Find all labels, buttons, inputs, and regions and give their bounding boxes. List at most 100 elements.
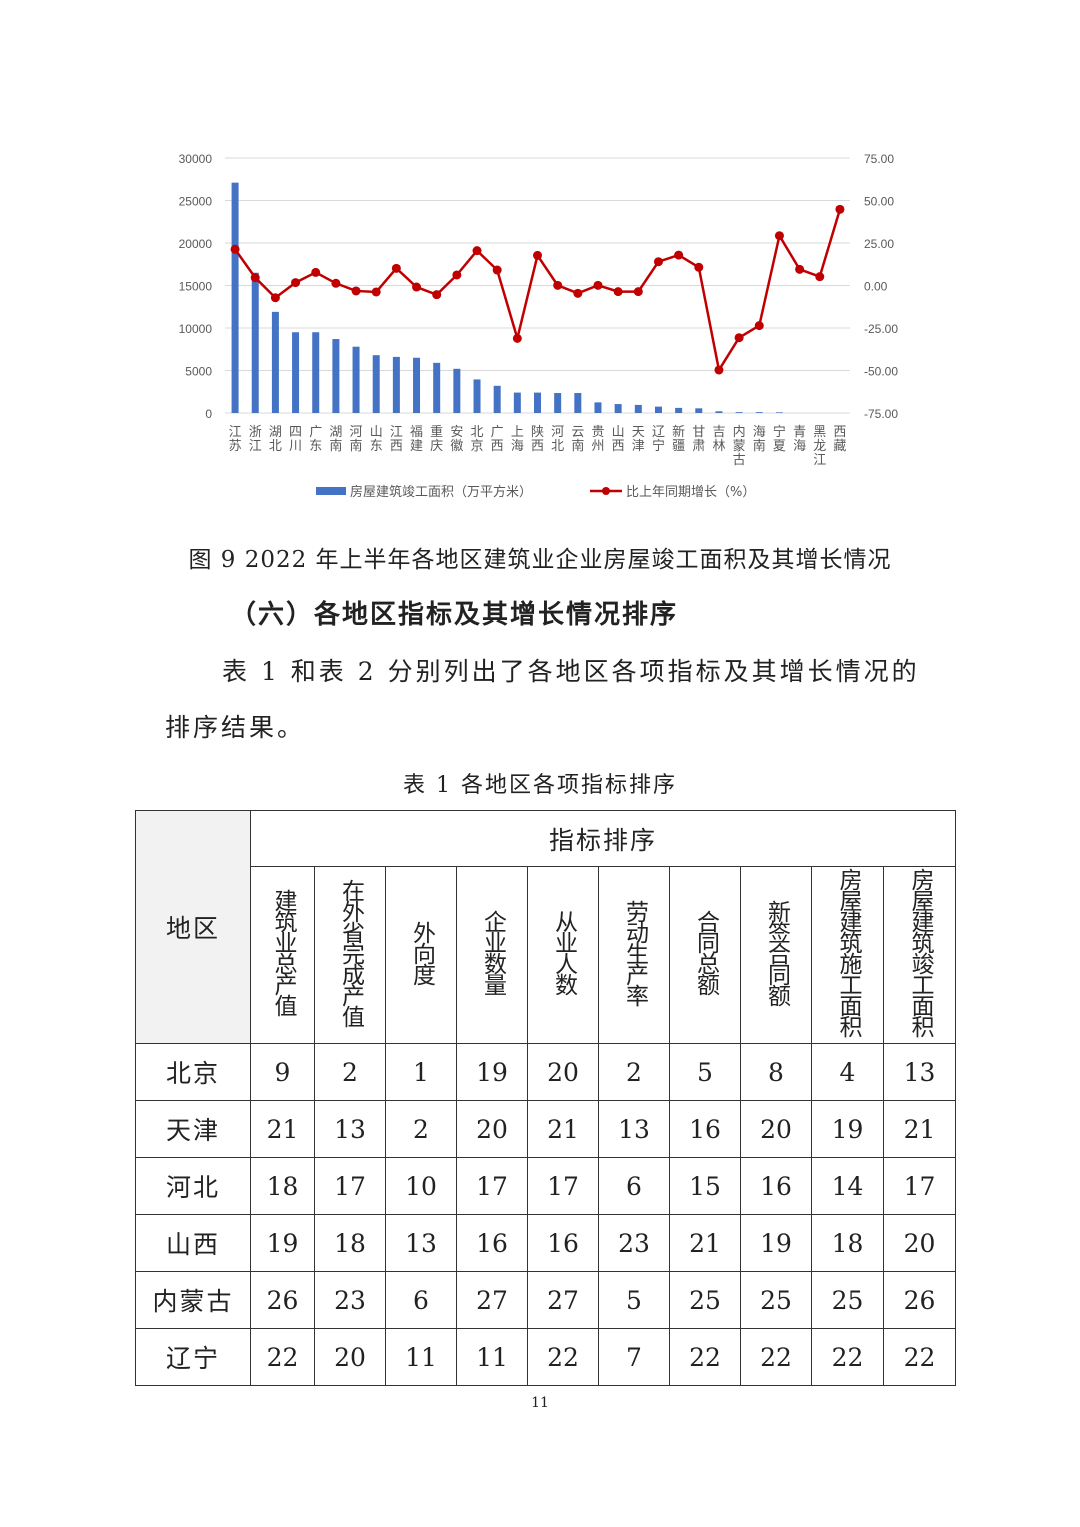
bar bbox=[413, 357, 421, 413]
category-label: 吉 bbox=[712, 425, 725, 440]
growth-point bbox=[815, 272, 825, 282]
bar bbox=[312, 332, 320, 413]
legend-line-label: 比上年同期增长（%） bbox=[626, 485, 755, 500]
category-label: 江 bbox=[813, 453, 826, 468]
category-label: 内 bbox=[733, 424, 746, 440]
category-label: 海 bbox=[753, 425, 766, 440]
category-label: 北 bbox=[269, 439, 282, 454]
rank-cell: 19 bbox=[250, 1214, 315, 1272]
growth-point bbox=[613, 287, 623, 297]
growth-point bbox=[674, 250, 684, 260]
growth-point bbox=[311, 267, 321, 277]
rank-cell: 20 bbox=[527, 1043, 599, 1101]
category-label: 肃 bbox=[692, 439, 705, 454]
category-label: 河 bbox=[350, 425, 363, 440]
rank-cell: 25 bbox=[740, 1271, 812, 1329]
legend-bar-label: 房屋建筑竣工面积（万平方米） bbox=[350, 484, 532, 500]
growth-point bbox=[371, 287, 381, 297]
category-label: 浙 bbox=[249, 425, 262, 440]
bar bbox=[513, 392, 521, 413]
rank-cell: 19 bbox=[740, 1214, 812, 1272]
column-header-label: 合同总额 bbox=[692, 910, 719, 994]
bar bbox=[534, 392, 541, 413]
region-cell: 河北 bbox=[135, 1157, 251, 1215]
rank-cell: 26 bbox=[883, 1271, 956, 1329]
paragraph-line: 排序结果。 bbox=[165, 713, 306, 742]
category-label: 辽 bbox=[652, 425, 665, 440]
category-label: 天 bbox=[632, 425, 645, 440]
rank-cell: 17 bbox=[456, 1157, 528, 1215]
right-tick-label: 50.00 bbox=[864, 195, 894, 209]
category-label: 湖 bbox=[329, 425, 342, 440]
column-header: 外向度 bbox=[385, 866, 457, 1044]
category-label: 疆 bbox=[672, 439, 685, 454]
category-label: 江 bbox=[229, 425, 242, 440]
category-label: 宁 bbox=[652, 438, 665, 454]
figure-caption: 图 9 2022 年上半年各地区建筑业企业房屋竣工面积及其增长情况 bbox=[188, 547, 892, 573]
bar bbox=[292, 332, 300, 413]
rank-cell: 14 bbox=[811, 1157, 884, 1215]
bar bbox=[654, 406, 662, 413]
rank-cell: 13 bbox=[883, 1043, 956, 1101]
rank-cell: 1 bbox=[385, 1043, 457, 1101]
growth-point bbox=[351, 286, 361, 296]
rank-cell: 20 bbox=[314, 1328, 386, 1386]
category-label: 徽 bbox=[450, 439, 463, 454]
category-label: 西 bbox=[612, 439, 625, 454]
column-header: 在外省完成产值 bbox=[314, 866, 386, 1044]
category-label: 山 bbox=[370, 425, 383, 440]
category-label: 州 bbox=[591, 439, 604, 454]
category-label: 湖 bbox=[269, 425, 282, 440]
growth-point bbox=[512, 333, 522, 343]
rank-cell: 17 bbox=[527, 1157, 599, 1215]
rank-cell: 19 bbox=[811, 1100, 884, 1158]
category-label: 四 bbox=[289, 425, 302, 440]
growth-point bbox=[593, 280, 603, 290]
growth-point bbox=[452, 270, 462, 280]
category-label: 古 bbox=[733, 453, 746, 468]
rank-cell: 13 bbox=[385, 1214, 457, 1272]
paragraph-line: 表 1 和表 2 分别列出了各地区各项指标及其增长情况的 bbox=[222, 657, 920, 686]
bar bbox=[251, 272, 259, 413]
category-label: 北 bbox=[471, 425, 484, 440]
growth-point bbox=[754, 321, 764, 331]
category-label: 西 bbox=[531, 439, 544, 454]
rank-cell: 16 bbox=[669, 1100, 741, 1158]
bar bbox=[493, 385, 501, 413]
category-label: 南 bbox=[753, 438, 766, 454]
column-header-label: 房屋建筑竣工面积 bbox=[907, 868, 933, 1036]
bar bbox=[332, 339, 340, 413]
completed-area-chart: 0 5000 10000 15000 20000 25000 30000 -75.00 -50.… bbox=[179, 152, 899, 500]
rank-cell: 22 bbox=[811, 1328, 884, 1386]
category-label: 广 bbox=[309, 425, 322, 440]
rank-cell: 10 bbox=[385, 1157, 457, 1215]
rank-cell: 26 bbox=[250, 1271, 315, 1329]
bar bbox=[392, 356, 400, 413]
category-label: 甘 bbox=[692, 425, 705, 440]
rank-cell: 20 bbox=[456, 1100, 528, 1158]
right-tick-label: -75.00 bbox=[864, 407, 898, 421]
rank-cell: 22 bbox=[250, 1328, 315, 1386]
table-row: 山西 19 18 13 16 16 23 21 19 18 20 bbox=[135, 1214, 956, 1272]
category-label: 南 bbox=[329, 438, 342, 454]
column-header-label: 从业人数 bbox=[550, 910, 577, 994]
rank-cell: 20 bbox=[740, 1100, 812, 1158]
rank-cell: 27 bbox=[527, 1271, 599, 1329]
region-cell: 内蒙古 bbox=[135, 1271, 251, 1329]
rank-cell: 5 bbox=[669, 1043, 741, 1101]
category-label: 庆 bbox=[430, 439, 443, 454]
rank-cell: 25 bbox=[811, 1271, 884, 1329]
growth-point bbox=[653, 257, 663, 267]
category-label: 津 bbox=[632, 439, 645, 454]
category-label: 山 bbox=[612, 425, 625, 440]
bar bbox=[735, 412, 743, 413]
rank-cell: 16 bbox=[456, 1214, 528, 1272]
right-tick-label: -50.00 bbox=[864, 365, 898, 379]
category-label: 上 bbox=[511, 425, 524, 440]
growth-point bbox=[734, 333, 744, 343]
rank-cell: 22 bbox=[669, 1328, 741, 1386]
table-row: 天津 21 13 2 20 21 13 16 20 19 21 bbox=[135, 1100, 956, 1158]
bar bbox=[231, 182, 239, 413]
growth-line bbox=[234, 208, 842, 374]
category-label: 西 bbox=[833, 425, 846, 440]
